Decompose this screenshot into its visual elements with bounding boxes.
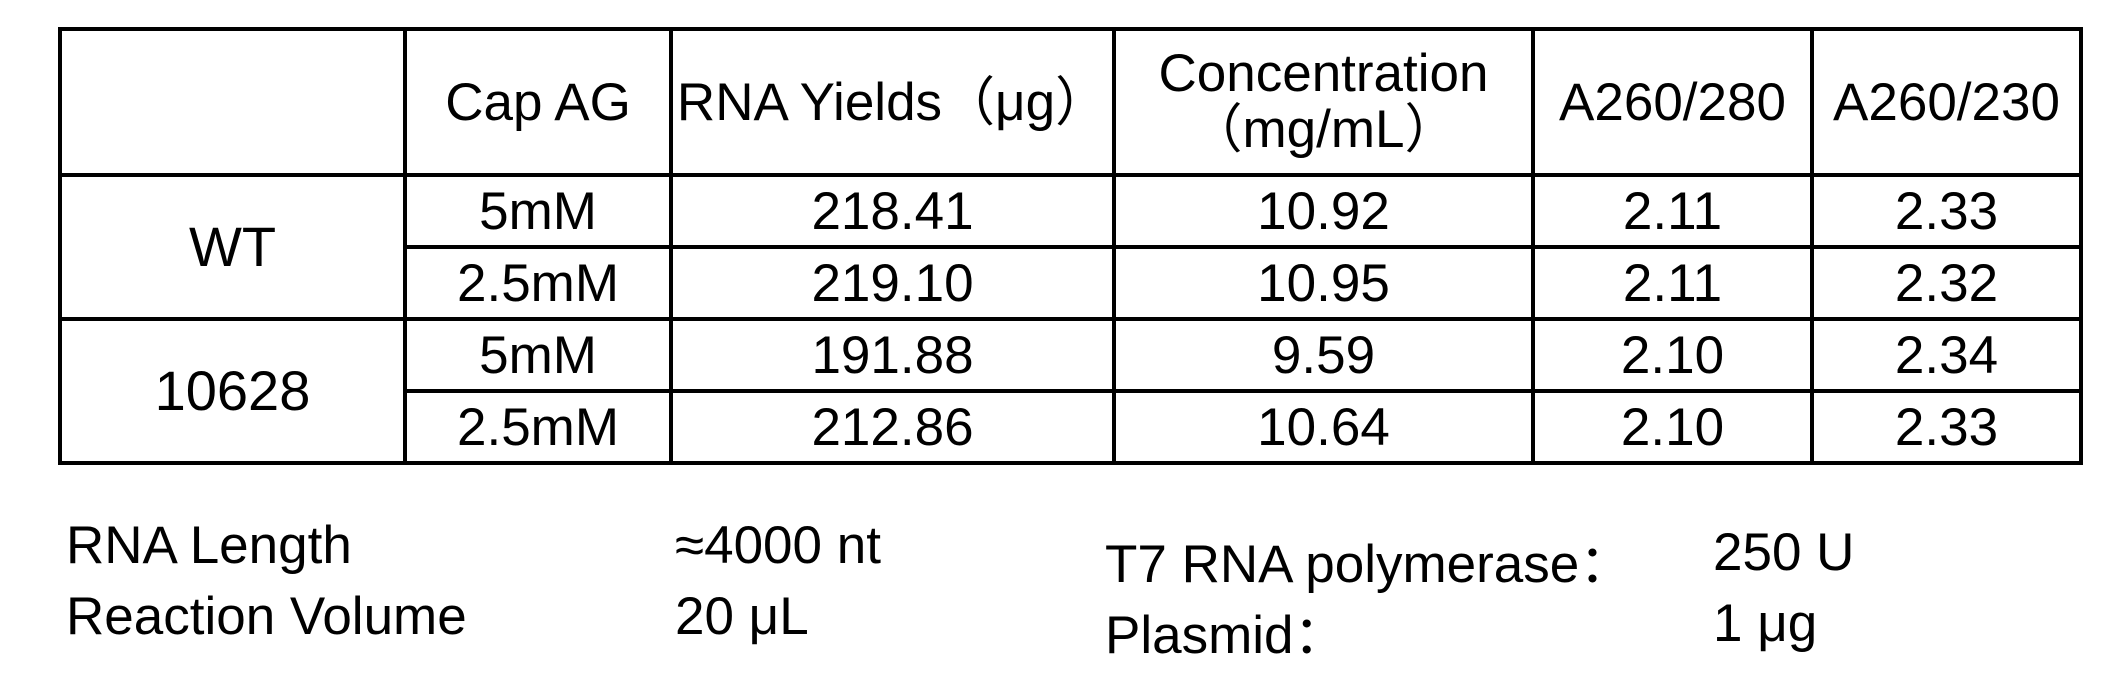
header-a260-280: A260/280 xyxy=(1531,27,1814,177)
cap-ag-cell: 2.5mM xyxy=(403,389,673,465)
header-concentration-label: Concentration xyxy=(1158,44,1489,104)
rna-yields-cell: 219.10 xyxy=(669,245,1116,321)
header-rna-yields: RNA Yields（μg） xyxy=(669,27,1116,177)
a260-230-cell: 2.33 xyxy=(1810,389,2083,465)
header-a260-230: A260/230 xyxy=(1810,27,2083,177)
table-row: 10628 5mM 191.88 9.59 2.10 2.34 xyxy=(58,317,2083,465)
plasmid-label: Plasmid： xyxy=(1105,606,1347,665)
table-row: 2.5mM 212.86 10.64 2.10 2.33 xyxy=(60,389,2083,465)
reaction-volume-value: 20 μL xyxy=(675,587,809,646)
a260-280-cell: 2.11 xyxy=(1531,245,1814,321)
a260-280-cell: 2.10 xyxy=(1531,317,1814,393)
cap-ag-cell: 2.5mM xyxy=(403,245,673,321)
concentration-cell: 9.59 xyxy=(1112,317,1535,393)
rna-yields-cell: 191.88 xyxy=(669,317,1116,393)
cap-ag-cell: 5mM xyxy=(403,317,673,393)
table-row: 2.5mM 219.10 10.95 2.11 2.32 xyxy=(60,245,2083,321)
header-empty-cell xyxy=(58,27,407,177)
concentration-cell: 10.95 xyxy=(1112,245,1535,321)
header-concentration: Concentration （mg/mL） xyxy=(1112,27,1535,177)
a260-230-cell: 2.34 xyxy=(1810,317,2083,393)
cap-ag-cell: 5mM xyxy=(403,173,673,249)
table-row: WT 5mM 218.41 10.92 2.11 2.33 xyxy=(58,173,2083,321)
a260-280-cell: 2.10 xyxy=(1531,389,1814,465)
rna-yields-cell: 212.86 xyxy=(669,389,1116,465)
results-table: Cap AG RNA Yields（μg） Concentration （mg/… xyxy=(58,27,2083,465)
reaction-volume-label: Reaction Volume xyxy=(66,587,467,646)
concentration-cell: 10.92 xyxy=(1112,173,1535,249)
group-label-10628: 10628 xyxy=(58,317,407,465)
rna-length-value: ≈4000 nt xyxy=(675,516,881,575)
a260-280-cell: 2.11 xyxy=(1531,173,1814,249)
plasmid-value: 1 μg xyxy=(1713,594,1818,653)
rna-yields-cell: 218.41 xyxy=(669,173,1116,249)
a260-230-cell: 2.32 xyxy=(1810,245,2083,321)
header-concentration-unit: （mg/mL） xyxy=(1189,100,1458,159)
rna-length-label: RNA Length xyxy=(66,516,352,575)
concentration-cell: 10.64 xyxy=(1112,389,1535,465)
polymerase-label: T7 RNA polymerase： xyxy=(1105,535,1633,594)
header-row: Cap AG RNA Yields（μg） Concentration （mg/… xyxy=(58,27,2083,177)
a260-230-cell: 2.33 xyxy=(1810,173,2083,249)
group-label-wt: WT xyxy=(58,173,407,321)
polymerase-value: 250 U xyxy=(1713,523,1855,582)
header-cap-ag: Cap AG xyxy=(403,27,673,177)
